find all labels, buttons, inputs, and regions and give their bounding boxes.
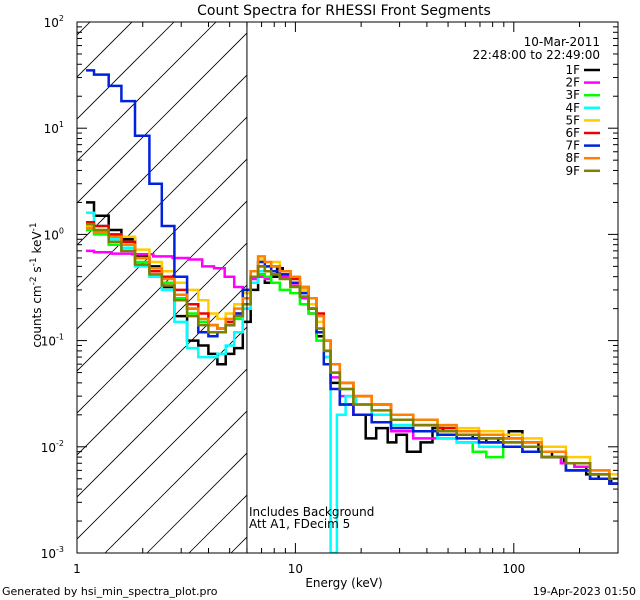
hatch-line [104, 410, 247, 553]
annotation-attenuator: Att A1, FDecim 5 [249, 517, 350, 531]
hatch-line [77, 158, 247, 330]
observation-date: 10-Mar-2011 [524, 35, 600, 49]
hatch-line [77, 116, 247, 288]
series-5f [86, 224, 618, 476]
x-axis-ticks: 1 10 100 [73, 22, 619, 576]
hatch-line [77, 326, 247, 498]
hatch-line [77, 32, 247, 204]
hatch-line [77, 242, 247, 414]
hatch-lines [77, 22, 247, 553]
hatch-line [77, 74, 247, 246]
legend-label-6f: 6F [565, 126, 580, 140]
legend-label-3f: 3F [565, 88, 580, 102]
hatch-line [77, 22, 217, 162]
legend-label-5f: 5F [565, 113, 580, 127]
y-axis-label: counts cm-2 s-1 keV-1 [29, 222, 44, 347]
legend-label-2f: 2F [565, 76, 580, 90]
hatch-line [146, 452, 247, 553]
x-axis-label: Energy (keV) [305, 576, 382, 590]
hatch-line [77, 22, 91, 36]
y-tick-label: 102 [44, 14, 64, 30]
y-axis-label-mid2: keV [30, 231, 44, 258]
generated-by-footer: Generated by hsi_min_spectra_plot.pro [2, 585, 218, 598]
x-tick-label: 1 [73, 562, 81, 576]
y-tick-label: 10-2 [41, 439, 64, 455]
generation-timestamp: 19-Apr-2023 01:50 [533, 585, 636, 598]
x-tick-label: 100 [502, 562, 525, 576]
excluded-energy-hatch [77, 22, 247, 553]
x-tick-label: 10 [288, 562, 303, 576]
observation-time-range: 22:48:00 to 22:49:00 [473, 48, 600, 62]
chart-title: Count Spectra for RHESSI Front Segments [197, 3, 491, 19]
annotation-background: Includes Background [249, 505, 374, 519]
y-axis-label-exp3: -1 [29, 222, 39, 231]
hatch-line [77, 368, 247, 540]
y-axis-label-exp2: -1 [29, 257, 39, 266]
y-axis-label-base: counts cm [30, 285, 44, 347]
legend-label-1f: 1F [565, 63, 580, 77]
series-9f [86, 222, 618, 481]
y-axis-label-exp1: -2 [29, 276, 39, 285]
spectra-series-group [86, 69, 618, 553]
plot-frame [76, 21, 619, 554]
y-tick-label: 100 [44, 226, 64, 242]
legend-label-4f: 4F [565, 101, 580, 115]
legend-label-7f: 7F [565, 139, 580, 153]
legend-label-8f: 8F [565, 151, 580, 165]
y-tick-label: 101 [44, 120, 64, 136]
y-axis-ticks: 10-3 10-2 10-1 100 101 102 [41, 14, 618, 561]
y-tick-label: 10-3 [41, 545, 64, 561]
y-tick-label: 10-1 [41, 333, 64, 349]
y-axis-label-mid1: s [30, 266, 44, 276]
series-8f [86, 226, 618, 481]
legend-label-9f: 9F [565, 164, 580, 178]
